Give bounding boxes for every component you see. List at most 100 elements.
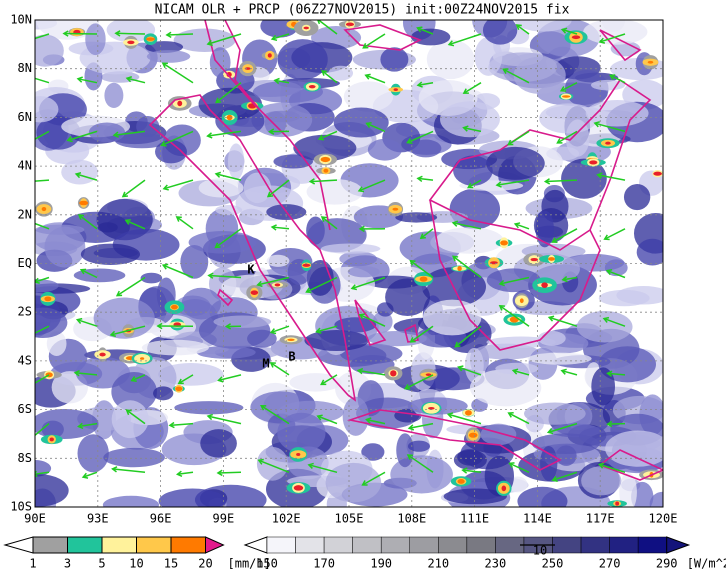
wind-arrow [271,226,290,230]
wind-arrow [320,374,338,385]
olr-blob [153,386,174,401]
wind-arrow [208,274,242,279]
arrow-head [112,131,119,138]
wind-arrow [126,409,146,425]
wind-arrow [607,422,626,425]
olr-blob [35,279,59,293]
arrow-head [416,81,423,88]
olr-blob [380,47,409,72]
olr-blob [140,272,163,284]
wind-arrow [410,260,434,279]
olr-blob [306,178,363,205]
lat-label: 4N [18,159,32,173]
wind-vectors [35,20,626,486]
arrow-head [407,424,415,431]
olr-blob [180,244,209,279]
precip-blob [548,257,555,261]
wind-arrow [366,418,386,425]
arrow-head [125,409,132,416]
arrow-head [115,290,123,297]
olr-blob [44,226,86,268]
arrow-head [457,365,464,372]
precip-blob [457,478,465,484]
olr-blob [453,155,493,186]
olr-blob [251,102,313,138]
arrow-head [364,73,371,80]
wind-arrow [169,422,194,427]
precip-blob [562,95,571,98]
arrow-head [419,233,426,240]
wind-arrow [597,174,626,181]
arrow-head [207,272,214,279]
legend-label: 10 [129,557,143,571]
arrow-head [307,462,314,469]
legend-label: 20 [198,557,212,571]
arrow-head [269,362,276,368]
precip-blob [320,156,331,163]
olr-blob [482,20,518,45]
wind-arrow [362,33,386,49]
arrow-head [125,76,133,83]
arrow-head [270,224,277,231]
wind-arrow [509,462,530,473]
arrow-head [446,412,454,419]
small-islands [217,288,419,346]
olr-blob [564,69,609,108]
wind-arrow [458,366,482,376]
arrow-head [507,139,514,146]
wind-arrow [606,269,626,279]
legend-arrow [3,536,34,554]
olr-blob [35,474,69,507]
lat-label: 10S [10,500,32,514]
peninsula-west [224,20,261,111]
wind-arrow [560,82,578,92]
wind-arrow [258,459,290,473]
arrow-head [559,86,567,92]
arrow-head [511,368,519,375]
olr-blob [527,352,592,365]
wind-arrow [82,471,98,478]
legend-label: 210 [427,557,449,571]
arrow-head [206,413,213,421]
arrow-head [593,121,600,128]
lon-label: 114E [523,512,552,526]
olr-blob [410,28,451,46]
arrow-head [507,411,514,418]
precip-blob [145,37,156,41]
arrow-head [454,341,461,348]
arrow-head [598,37,606,44]
lon-label: 96E [150,512,172,526]
arrow-head [206,39,213,47]
precip-blob [244,67,251,70]
coastlines [148,20,663,481]
wind-arrow [548,422,578,434]
arrow-head [462,125,469,132]
olr-blob [145,41,184,54]
arrow-head [316,414,323,421]
olr-blob [469,369,542,407]
arrow-head [606,420,613,428]
arrow-head [175,216,182,222]
olr-blob [328,65,354,81]
legend-swatch [495,536,525,554]
wind-arrow [215,82,242,104]
lon-label: 99E [213,512,235,526]
arrow-head [305,287,312,294]
olr-blob [181,287,222,320]
wind-arrow [267,179,290,198]
olr-blob [106,20,156,43]
legend-label: 3 [64,557,71,571]
arrow-head [551,237,558,244]
wind-arrow [177,471,194,476]
arrow-head [356,367,364,375]
precip-blob [302,263,311,267]
wind-arrow [516,24,530,35]
wind-arrow [162,264,194,279]
wind-arrow [545,179,578,183]
wind-arrow [351,276,386,290]
lat-label: 6N [18,110,32,124]
wind-arrow [207,130,242,137]
wind-arrow [317,20,338,35]
arrow-head [546,428,554,435]
